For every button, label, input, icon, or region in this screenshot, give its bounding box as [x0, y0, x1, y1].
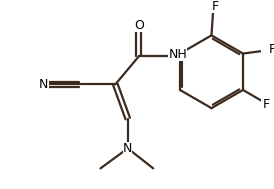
Text: F: F — [211, 0, 218, 13]
Text: O: O — [134, 19, 144, 32]
Text: F: F — [262, 98, 270, 111]
Text: N: N — [123, 142, 132, 155]
Text: N: N — [39, 78, 48, 91]
Text: F: F — [269, 43, 274, 56]
Text: NH: NH — [168, 48, 187, 61]
